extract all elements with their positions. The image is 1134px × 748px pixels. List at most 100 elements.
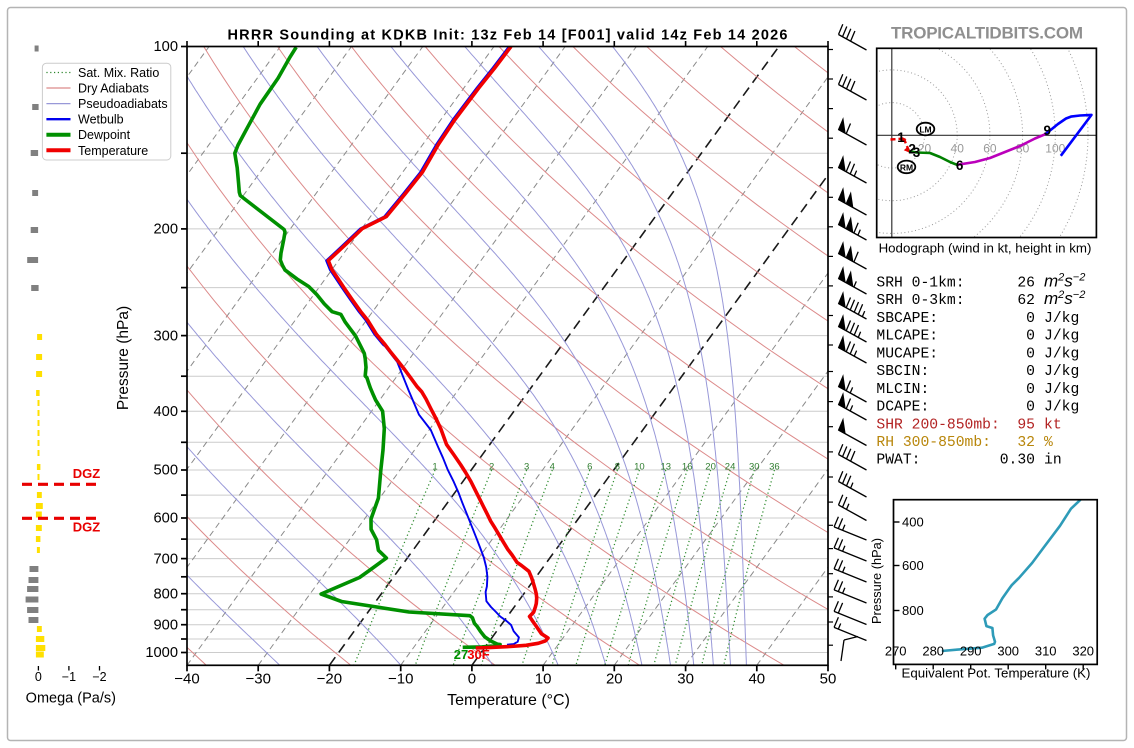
svg-text:1000: 1000 bbox=[145, 645, 178, 661]
svg-text:Temperature: Temperature bbox=[78, 144, 148, 158]
svg-text:310: 310 bbox=[1035, 644, 1057, 659]
svg-text:32: 32 bbox=[1017, 435, 1035, 451]
svg-text:MUCAPE:: MUCAPE: bbox=[876, 346, 938, 362]
svg-text:−10: −10 bbox=[388, 671, 413, 688]
svg-text:J/kg: J/kg bbox=[1044, 329, 1079, 345]
svg-text:30: 30 bbox=[677, 671, 694, 688]
svg-text:Dry Adiabats: Dry Adiabats bbox=[78, 82, 149, 96]
svg-text:6: 6 bbox=[956, 158, 964, 173]
svg-text:TROPICALTIDBITS.COM: TROPICALTIDBITS.COM bbox=[891, 24, 1083, 43]
svg-text:Dewpoint: Dewpoint bbox=[78, 128, 131, 142]
svg-text:6: 6 bbox=[587, 462, 592, 473]
svg-text:Hodograph (wind in kt, height: Hodograph (wind in kt, height in km) bbox=[879, 241, 1092, 256]
svg-text:LM: LM bbox=[919, 125, 931, 135]
svg-text:RH 300-850mb:: RH 300-850mb: bbox=[876, 435, 991, 451]
svg-text:300: 300 bbox=[153, 328, 178, 344]
svg-text:8: 8 bbox=[615, 462, 620, 473]
svg-text:MLCAPE:: MLCAPE: bbox=[876, 329, 938, 345]
svg-text:−30: −30 bbox=[245, 671, 270, 688]
svg-text:MLCIN:: MLCIN: bbox=[876, 382, 929, 398]
svg-text:SRH 0-1km:: SRH 0-1km: bbox=[876, 276, 964, 292]
svg-text:290: 290 bbox=[960, 644, 982, 659]
svg-text:−2: −2 bbox=[92, 670, 106, 684]
svg-text:2: 2 bbox=[489, 462, 494, 473]
svg-text:95: 95 bbox=[1017, 417, 1035, 433]
svg-text:Omega (Pa/s): Omega (Pa/s) bbox=[26, 691, 116, 707]
svg-text:16: 16 bbox=[682, 462, 693, 473]
svg-text:62: 62 bbox=[1017, 293, 1035, 309]
svg-text:Sat. Mix. Ratio: Sat. Mix. Ratio bbox=[78, 66, 159, 80]
svg-text:100: 100 bbox=[153, 39, 178, 55]
svg-text:0: 0 bbox=[1026, 400, 1035, 416]
svg-text:270: 270 bbox=[885, 644, 907, 659]
svg-text:36: 36 bbox=[769, 462, 780, 473]
svg-text:30F: 30F bbox=[467, 647, 489, 662]
svg-text:27: 27 bbox=[454, 647, 468, 662]
svg-text:60: 60 bbox=[983, 142, 997, 156]
svg-text:500: 500 bbox=[153, 463, 178, 479]
svg-text:1: 1 bbox=[432, 462, 437, 473]
svg-text:40: 40 bbox=[951, 142, 965, 156]
svg-text:0: 0 bbox=[1026, 329, 1035, 345]
svg-text:800: 800 bbox=[902, 603, 924, 618]
svg-text:13: 13 bbox=[661, 462, 672, 473]
svg-text:in: in bbox=[1044, 453, 1062, 469]
svg-text:30: 30 bbox=[749, 462, 760, 473]
svg-text:RM: RM bbox=[900, 162, 913, 172]
svg-text:HRRR Sounding at KDKB Init: 13: HRRR Sounding at KDKB Init: 13z Feb 14 [… bbox=[228, 28, 788, 44]
svg-text:%: % bbox=[1044, 435, 1053, 451]
svg-text:100: 100 bbox=[1045, 142, 1065, 156]
svg-text:SBCAPE:: SBCAPE: bbox=[876, 311, 938, 327]
svg-text:Equivalent Pot. Temperature (K: Equivalent Pot. Temperature (K) bbox=[902, 666, 1091, 681]
svg-text:400: 400 bbox=[153, 404, 178, 420]
svg-text:−1: −1 bbox=[62, 670, 76, 684]
svg-text:Pressure (hPa): Pressure (hPa) bbox=[869, 538, 884, 624]
svg-text:10: 10 bbox=[535, 671, 552, 688]
svg-text:0.30: 0.30 bbox=[1000, 453, 1035, 469]
svg-text:SRH 0-3km:: SRH 0-3km: bbox=[876, 293, 964, 309]
svg-text:J/kg: J/kg bbox=[1044, 346, 1079, 362]
svg-text:3: 3 bbox=[524, 462, 529, 473]
svg-text:J/kg: J/kg bbox=[1044, 364, 1079, 380]
svg-text:3: 3 bbox=[913, 145, 921, 160]
svg-text:1: 1 bbox=[897, 130, 905, 145]
svg-text:J/kg: J/kg bbox=[1044, 382, 1079, 398]
svg-text:0: 0 bbox=[1026, 346, 1035, 362]
svg-text:−20: −20 bbox=[317, 671, 342, 688]
svg-text:400: 400 bbox=[902, 515, 924, 530]
svg-text:300: 300 bbox=[997, 644, 1019, 659]
svg-text:Temperature (°C): Temperature (°C) bbox=[447, 692, 570, 709]
svg-text:kt: kt bbox=[1044, 417, 1062, 433]
svg-text:Pressure (hPa): Pressure (hPa) bbox=[115, 306, 132, 410]
svg-text:9: 9 bbox=[1043, 123, 1051, 138]
svg-text:10: 10 bbox=[634, 462, 645, 473]
svg-text:DGZ: DGZ bbox=[73, 520, 101, 535]
svg-text:40: 40 bbox=[748, 671, 765, 688]
svg-text:50: 50 bbox=[820, 671, 837, 688]
svg-text:26: 26 bbox=[1017, 276, 1035, 292]
svg-text:0: 0 bbox=[1026, 382, 1035, 398]
svg-text:20: 20 bbox=[705, 462, 716, 473]
svg-text:900: 900 bbox=[153, 617, 178, 633]
svg-text:0: 0 bbox=[468, 671, 476, 688]
svg-text:24: 24 bbox=[725, 462, 736, 473]
svg-text:280: 280 bbox=[922, 644, 944, 659]
svg-text:J/kg: J/kg bbox=[1044, 311, 1079, 327]
svg-text:SBCIN:: SBCIN: bbox=[876, 364, 929, 380]
svg-text:600: 600 bbox=[153, 511, 178, 527]
svg-text:Wetbulb: Wetbulb bbox=[78, 113, 124, 127]
svg-text:0: 0 bbox=[1026, 364, 1035, 380]
svg-text:Pseudoadiabats: Pseudoadiabats bbox=[78, 97, 168, 111]
svg-text:320: 320 bbox=[1072, 644, 1094, 659]
svg-text:SHR 200-850mb:: SHR 200-850mb: bbox=[876, 417, 999, 433]
svg-text:J/kg: J/kg bbox=[1044, 400, 1079, 416]
svg-text:700: 700 bbox=[153, 551, 178, 567]
svg-text:4: 4 bbox=[550, 462, 555, 473]
svg-text:800: 800 bbox=[153, 586, 178, 602]
svg-text:600: 600 bbox=[902, 558, 924, 573]
svg-text:0: 0 bbox=[35, 670, 42, 684]
svg-text:20: 20 bbox=[606, 671, 623, 688]
svg-text:DGZ: DGZ bbox=[73, 466, 101, 481]
svg-text:PWAT:: PWAT: bbox=[876, 453, 920, 469]
svg-text:DCAPE:: DCAPE: bbox=[876, 400, 929, 416]
